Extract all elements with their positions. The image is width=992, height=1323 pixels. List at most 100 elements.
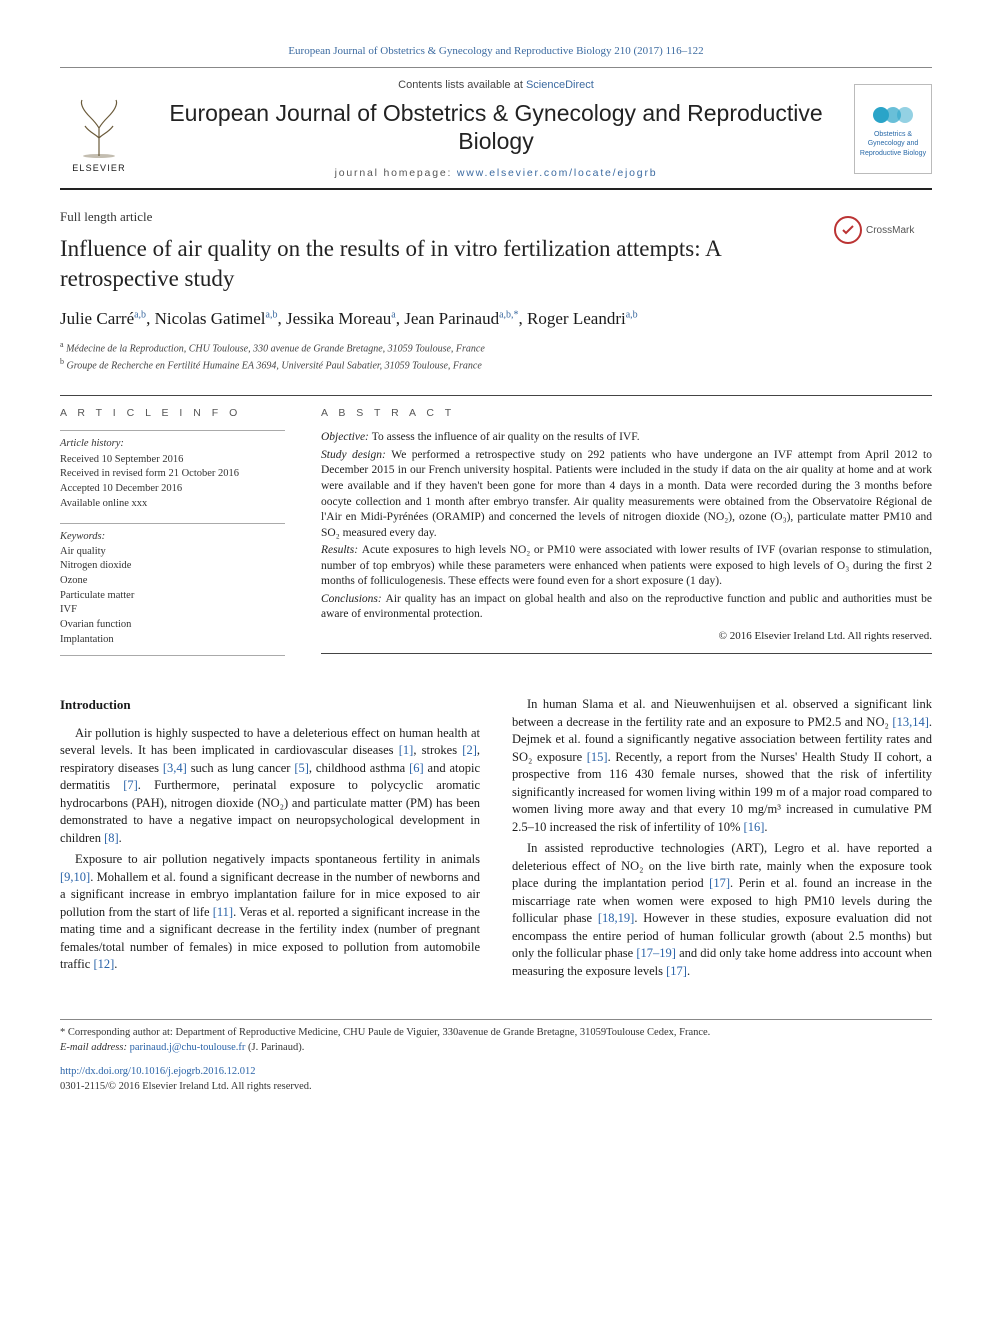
keyword: Particulate matter <box>60 589 285 604</box>
keyword: Air quality <box>60 545 285 560</box>
citation-link[interactable]: [6] <box>409 761 424 775</box>
footnote-rule <box>60 1019 932 1020</box>
abstract-section-label: Study design: <box>321 449 391 461</box>
citation-link[interactable]: [5] <box>294 761 309 775</box>
history-line: Accepted 10 December 2016 <box>60 482 285 497</box>
abstract: A B S T R A C T Objective: To assess the… <box>321 406 932 654</box>
affiliations: a Médecine de la Reproduction, CHU Toulo… <box>60 339 932 374</box>
author: Roger Leandria,b <box>527 309 638 328</box>
keyword: IVF <box>60 603 285 618</box>
abstract-paragraph: Conclusions: Air quality has an impact o… <box>321 592 932 623</box>
history-lines: Received 10 September 2016Received in re… <box>60 453 285 512</box>
running-head: European Journal of Obstetrics & Gynecol… <box>60 44 932 67</box>
citation-link[interactable]: [7] <box>123 778 138 792</box>
homepage-prefix: journal homepage: <box>335 167 457 179</box>
article-page: European Journal of Obstetrics & Gynecol… <box>0 0 992 1134</box>
abstract-section-label: Results: <box>321 544 362 556</box>
homepage-line: journal homepage: www.elsevier.com/locat… <box>154 166 838 180</box>
abstract-heading: A B S T R A C T <box>321 406 932 420</box>
email-label: E-mail address: <box>60 1042 127 1053</box>
citation-link[interactable]: [12] <box>93 957 114 971</box>
citation-link[interactable]: [16] <box>744 820 765 834</box>
doi-link[interactable]: http://dx.doi.org/10.1016/j.ejogrb.2016.… <box>60 1066 256 1077</box>
history-heading: Article history: <box>60 430 285 451</box>
body-paragraph: In human Slama et al. and Nieuwenhuijsen… <box>512 696 932 836</box>
author: Julie Carréa,b <box>60 309 146 328</box>
corresponding-footnote: * Corresponding author at: Department of… <box>60 1026 932 1055</box>
publisher-name: ELSEVIER <box>72 162 126 174</box>
author: Jean Parinauda,b,* <box>404 309 518 328</box>
author-affiliation-marker: a,b <box>134 309 146 320</box>
title-row: Full length article Influence of air qua… <box>60 208 932 307</box>
abstract-section-label: Objective: <box>321 431 372 443</box>
journal-cover-text: Obstetrics & Gynecology and Reproductive… <box>855 130 931 158</box>
citation-link[interactable]: [17] <box>666 964 687 978</box>
info-abstract-row: A R T I C L E I N F O Article history: R… <box>60 395 932 660</box>
article-type: Full length article <box>60 208 824 226</box>
article-info: A R T I C L E I N F O Article history: R… <box>60 406 285 660</box>
corresponding-email-link[interactable]: parinaud.j@chu-toulouse.fr <box>130 1042 246 1053</box>
citation-link[interactable]: [13,14] <box>892 715 928 729</box>
body-paragraph: Air pollution is highly suspected to hav… <box>60 725 480 848</box>
crossmark-label: CrossMark <box>866 224 914 238</box>
title-block: Full length article Influence of air qua… <box>60 208 824 307</box>
journal-name: European Journal of Obstetrics & Gynecol… <box>154 99 838 157</box>
author-list: Julie Carréa,b, Nicolas Gatimela,b, Jess… <box>60 308 932 331</box>
citation-link[interactable]: [11] <box>213 905 233 919</box>
contents-line: Contents lists available at ScienceDirec… <box>154 78 838 93</box>
citation-link[interactable]: [3,4] <box>163 761 187 775</box>
history-line: Received 10 September 2016 <box>60 453 285 468</box>
email-paren: (J. Parinaud). <box>248 1042 304 1053</box>
abstract-paragraph: Study design: We performed a retrospecti… <box>321 448 932 541</box>
crossmark-badge[interactable]: CrossMark <box>834 216 932 244</box>
citation-link[interactable]: [9,10] <box>60 870 90 884</box>
citation-link[interactable]: [18,19] <box>598 911 634 925</box>
article-title: Influence of air quality on the results … <box>60 234 824 294</box>
running-head-link[interactable]: European Journal of Obstetrics & Gynecol… <box>288 45 703 57</box>
citation-link[interactable]: [15] <box>587 750 608 764</box>
author: Jessika Moreaua <box>286 309 396 328</box>
citation-link[interactable]: [17] <box>709 876 730 890</box>
publisher-logo: ELSEVIER <box>60 84 138 174</box>
masthead-center: Contents lists available at ScienceDirec… <box>154 78 838 181</box>
citation-link[interactable]: [2] <box>462 743 477 757</box>
author-affiliation-marker: a,b <box>266 309 278 320</box>
abstract-section-label: Conclusions: <box>321 593 386 605</box>
section-heading-introduction: Introduction <box>60 696 480 714</box>
author-affiliation-marker: a <box>391 309 395 320</box>
issn-copyright: 0301-2115/© 2016 Elsevier Ireland Ltd. A… <box>60 1081 312 1092</box>
masthead: ELSEVIER Contents lists available at Sci… <box>60 67 932 191</box>
journal-cover-icon <box>871 100 915 130</box>
author: Nicolas Gatimela,b <box>155 309 278 328</box>
article-info-heading: A R T I C L E I N F O <box>60 406 285 420</box>
keyword: Implantation <box>60 633 285 648</box>
body-paragraph: In assisted reproductive technologies (A… <box>512 840 932 980</box>
keywords-heading: Keywords: <box>60 523 285 544</box>
crossmark-icon <box>834 216 862 244</box>
body-paragraphs: Air pollution is highly suspected to hav… <box>60 696 932 981</box>
abstract-paragraph: Results: Acute exposures to high levels … <box>321 543 932 590</box>
corresponding-text: Department of Reproductive Medicine, CHU… <box>175 1027 710 1038</box>
history-line: Available online xxx <box>60 497 285 512</box>
elsevier-tree-icon <box>73 98 125 158</box>
keywords-list: Air qualityNitrogen dioxideOzoneParticul… <box>60 545 285 657</box>
keyword: Ovarian function <box>60 618 285 633</box>
abstract-sections: Objective: To assess the influence of ai… <box>321 430 932 622</box>
keyword: Nitrogen dioxide <box>60 559 285 574</box>
abstract-paragraph: Objective: To assess the influence of ai… <box>321 430 932 446</box>
affiliation-a: a Médecine de la Reproduction, CHU Toulo… <box>60 339 932 356</box>
homepage-link[interactable]: www.elsevier.com/locate/ejogrb <box>457 167 657 179</box>
citation-link[interactable]: [8] <box>104 831 119 845</box>
citation-link[interactable]: [17–19] <box>636 946 676 960</box>
contents-prefix: Contents lists available at <box>398 79 526 91</box>
abstract-copyright: © 2016 Elsevier Ireland Ltd. All rights … <box>321 629 932 644</box>
author-affiliation-marker: a,b,* <box>499 309 518 320</box>
affiliation-b: b Groupe de Recherche en Fertilité Humai… <box>60 356 932 373</box>
citation-link[interactable]: [1] <box>399 743 414 757</box>
body-columns: Introduction Air pollution is highly sus… <box>60 696 932 981</box>
corresponding-label: * Corresponding author at: <box>60 1027 173 1038</box>
author-affiliation-marker: a,b <box>626 309 638 320</box>
body-paragraph: Exposure to air pollution negatively imp… <box>60 851 480 974</box>
sciencedirect-link[interactable]: ScienceDirect <box>526 79 594 91</box>
doi-block: http://dx.doi.org/10.1016/j.ejogrb.2016.… <box>60 1065 932 1093</box>
